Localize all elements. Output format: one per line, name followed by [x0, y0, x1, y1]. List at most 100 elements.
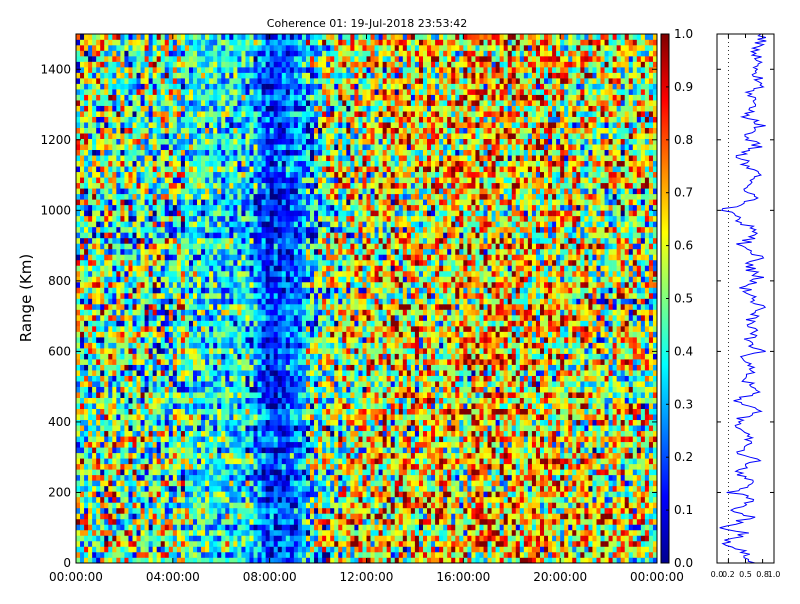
heatmap-cell	[281, 551, 287, 558]
heatmap-cell	[144, 248, 149, 255]
heatmap-cell	[257, 546, 262, 553]
heatmap-cell	[80, 177, 85, 184]
heatmap-cell	[209, 524, 214, 531]
heatmap-cell	[104, 144, 109, 151]
heatmap-cell	[140, 94, 145, 101]
heatmap-cell	[164, 232, 170, 239]
heatmap-cell	[164, 540, 170, 547]
heatmap-cell	[205, 403, 210, 410]
heatmap-cell	[132, 474, 137, 481]
heatmap-cell	[164, 496, 170, 503]
heatmap-cell	[261, 381, 266, 387]
heatmap-cell	[180, 364, 186, 371]
heatmap-cell	[80, 298, 85, 305]
heatmap-cell	[221, 414, 226, 421]
heatmap-cell	[265, 364, 270, 371]
heatmap-cell	[209, 182, 214, 189]
heatmap-cell	[160, 485, 166, 492]
heatmap-cell	[152, 348, 157, 354]
heatmap-cell	[201, 447, 206, 454]
heatmap-cell	[249, 304, 254, 310]
heatmap-cell	[108, 111, 113, 117]
heatmap-cell	[100, 67, 105, 73]
heatmap-cell	[168, 182, 174, 189]
heatmap-cell	[76, 177, 81, 184]
heatmap-cell	[269, 155, 274, 162]
heatmap-cell	[261, 546, 266, 553]
heatmap-cell	[281, 171, 287, 178]
heatmap-cell	[168, 408, 174, 415]
heatmap-cell	[112, 149, 117, 156]
heatmap-cell	[136, 397, 141, 404]
heatmap-cell	[261, 111, 266, 117]
heatmap-cell	[124, 408, 129, 415]
heatmap-cell	[88, 133, 93, 139]
heatmap-cell	[281, 441, 287, 448]
heatmap-cell	[144, 331, 149, 338]
heatmap-cell	[184, 337, 190, 343]
heatmap-cell	[221, 463, 226, 470]
heatmap-cell	[225, 248, 230, 255]
heatmap-cell	[253, 392, 258, 398]
heatmap-cell	[80, 441, 85, 448]
heatmap-cell	[213, 485, 218, 492]
heatmap-cell	[281, 210, 287, 217]
heatmap-cell	[180, 265, 186, 272]
heatmap-cell	[188, 419, 194, 426]
heatmap-cell	[205, 320, 210, 327]
heatmap-cell	[120, 248, 125, 255]
heatmap-cell	[100, 370, 105, 376]
heatmap-cell	[132, 232, 137, 239]
heatmap-cell	[193, 458, 198, 465]
heatmap-cell	[168, 248, 174, 255]
heatmap-cell	[96, 171, 101, 178]
heatmap-cell	[201, 540, 206, 547]
heatmap-cell	[100, 45, 105, 51]
heatmap-cell	[136, 270, 141, 277]
heatmap-cell	[156, 326, 162, 332]
heatmap-cell	[148, 56, 153, 62]
heatmap-cell	[156, 436, 162, 443]
heatmap-cell	[160, 122, 166, 128]
heatmap-cell	[249, 138, 254, 145]
heatmap-cell	[188, 502, 194, 509]
heatmap-cell	[120, 83, 125, 90]
heatmap-cell	[88, 447, 93, 454]
heatmap-cell	[269, 447, 274, 454]
heatmap-cell	[237, 353, 242, 360]
heatmap-cell	[132, 39, 137, 46]
heatmap-cell	[241, 496, 246, 503]
heatmap-cell	[180, 370, 186, 376]
heatmap-cell	[213, 513, 218, 520]
heatmap-cell	[84, 425, 89, 432]
heatmap-cell	[124, 535, 129, 542]
heatmap-cell	[209, 105, 214, 112]
heatmap-cell	[197, 392, 202, 398]
heatmap-cell	[136, 507, 141, 514]
heatmap-cell	[217, 557, 222, 564]
heatmap-cell	[257, 83, 262, 90]
heatmap-cell	[112, 436, 117, 443]
heatmap-cell	[257, 215, 262, 222]
heatmap-cell	[265, 138, 270, 145]
heatmap-cell	[116, 518, 121, 525]
heatmap-cell	[241, 127, 246, 134]
heatmap-cell	[197, 39, 202, 46]
heatmap-cell	[172, 441, 178, 448]
heatmap-cell	[104, 441, 109, 448]
heatmap-cell	[128, 430, 133, 437]
heatmap-cell	[237, 111, 242, 117]
heatmap-cell	[197, 436, 202, 443]
heatmap-cell	[205, 89, 210, 95]
heatmap-cell	[229, 381, 234, 387]
heatmap-cell	[76, 89, 81, 95]
heatmap-cell	[144, 546, 149, 553]
heatmap-cell	[148, 292, 153, 299]
heatmap-cell	[104, 298, 109, 305]
heatmap-cell	[104, 248, 109, 255]
heatmap-cell	[273, 337, 279, 343]
heatmap-cell	[164, 61, 170, 68]
heatmap-cell	[193, 397, 198, 404]
heatmap-cell	[124, 39, 129, 46]
heatmap-cell	[193, 204, 198, 211]
